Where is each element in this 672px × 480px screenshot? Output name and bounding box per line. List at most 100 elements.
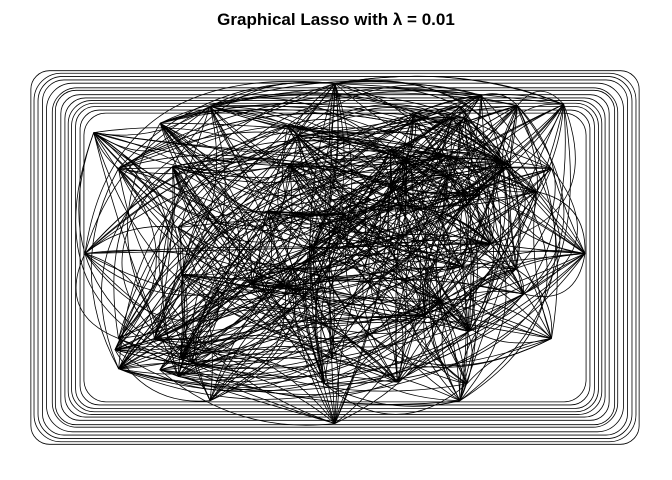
graph-edge bbox=[517, 105, 552, 169]
graph-edge bbox=[114, 210, 269, 351]
graph-edge bbox=[459, 161, 548, 402]
graph-edge bbox=[288, 163, 537, 241]
graph-edge bbox=[182, 273, 552, 339]
graph-edge bbox=[251, 283, 425, 316]
graph-edge bbox=[180, 253, 463, 359]
graph-edge bbox=[297, 135, 327, 248]
graph-edge bbox=[288, 163, 491, 253]
graph-edge bbox=[502, 161, 586, 254]
graph-edge bbox=[118, 155, 449, 370]
graph-edge bbox=[515, 268, 525, 294]
graph-edge bbox=[324, 383, 468, 415]
graph-edge bbox=[177, 183, 392, 377]
graph-edge bbox=[84, 116, 453, 300]
graph-edge bbox=[390, 114, 414, 151]
graph-edge bbox=[389, 149, 422, 383]
graph-edge bbox=[446, 95, 524, 295]
graph-edge bbox=[288, 163, 461, 401]
graph-edge bbox=[288, 163, 425, 316]
graph-edge bbox=[464, 117, 472, 332]
graph-edge bbox=[93, 132, 382, 216]
graph-edge bbox=[267, 168, 552, 244]
graph-edge bbox=[177, 214, 344, 228]
graph-edge bbox=[312, 183, 392, 248]
graph-edge bbox=[118, 125, 288, 339]
graph-edge bbox=[118, 164, 293, 370]
graph-edge bbox=[209, 80, 482, 107]
graph-edge bbox=[177, 227, 286, 287]
graph-edge bbox=[180, 314, 425, 359]
frame-edge bbox=[42, 79, 628, 436]
graph-edge bbox=[118, 146, 407, 369]
graph-edge bbox=[172, 157, 463, 267]
graph-edge bbox=[551, 168, 586, 254]
graph-edge bbox=[395, 157, 407, 383]
graph-edge bbox=[288, 163, 491, 262]
graph-edge bbox=[183, 210, 268, 363]
graph-edge bbox=[118, 156, 407, 339]
graph-edge bbox=[424, 253, 586, 316]
graph-edge bbox=[459, 191, 537, 401]
frame-edge bbox=[30, 70, 640, 445]
graph-edge bbox=[114, 106, 211, 350]
graph-edge bbox=[153, 157, 407, 340]
graph-edge bbox=[447, 106, 472, 177]
graph-edge bbox=[447, 155, 495, 244]
graph-edge bbox=[114, 168, 157, 350]
graph-edge bbox=[288, 161, 503, 212]
graph-edge bbox=[424, 268, 517, 316]
frame-edge bbox=[71, 102, 599, 413]
graph-edge bbox=[118, 131, 463, 267]
graph-edge bbox=[209, 92, 552, 169]
graph-edge bbox=[159, 157, 408, 378]
graph-edge bbox=[380, 114, 414, 206]
graph-edge bbox=[118, 338, 461, 405]
graph-edge bbox=[191, 104, 565, 369]
graph-edge bbox=[334, 75, 564, 105]
graph-edge bbox=[536, 191, 586, 254]
graph-edge bbox=[114, 157, 407, 351]
graph-edge bbox=[523, 253, 586, 298]
graph-edge bbox=[153, 166, 174, 340]
graph-edge bbox=[160, 103, 537, 193]
graph-edge bbox=[172, 166, 470, 332]
graph-edge bbox=[329, 83, 336, 424]
graph-edge bbox=[447, 175, 492, 244]
graph-edge bbox=[209, 106, 510, 234]
graph-edge bbox=[178, 376, 211, 401]
graph-edge bbox=[177, 104, 564, 377]
graph-edge bbox=[159, 122, 230, 377]
graph-edge bbox=[121, 166, 193, 363]
graph-edge bbox=[177, 227, 220, 377]
graph-edge bbox=[251, 95, 482, 285]
graph-edge bbox=[114, 250, 586, 351]
graph-edge bbox=[182, 205, 382, 276]
graph-edge bbox=[313, 246, 404, 383]
graph-edge bbox=[181, 175, 449, 309]
graph-edge bbox=[93, 132, 325, 384]
graph-edge bbox=[181, 90, 482, 275]
graph-edge bbox=[464, 116, 521, 270]
graph-edge bbox=[439, 299, 473, 385]
graph-edge bbox=[320, 116, 453, 384]
graph-edge bbox=[159, 357, 461, 402]
graph-edge bbox=[159, 122, 325, 385]
graph-edge bbox=[481, 93, 518, 106]
graph-edge bbox=[390, 105, 518, 184]
graph-edge bbox=[297, 83, 336, 137]
graph-edge bbox=[459, 95, 557, 402]
graph-edge bbox=[180, 297, 552, 359]
graph-edge bbox=[160, 122, 252, 285]
graph-edge bbox=[523, 191, 561, 295]
graph-edge bbox=[462, 266, 517, 281]
graph-edge bbox=[84, 105, 211, 254]
graph-edge bbox=[285, 285, 552, 368]
graph-edge bbox=[154, 161, 503, 340]
graph-edge bbox=[192, 210, 269, 401]
graph-edge bbox=[459, 293, 524, 401]
graph-edge bbox=[177, 155, 448, 228]
graph-edge bbox=[464, 116, 502, 332]
graph-edge bbox=[153, 135, 299, 340]
graph-edge bbox=[159, 122, 391, 165]
